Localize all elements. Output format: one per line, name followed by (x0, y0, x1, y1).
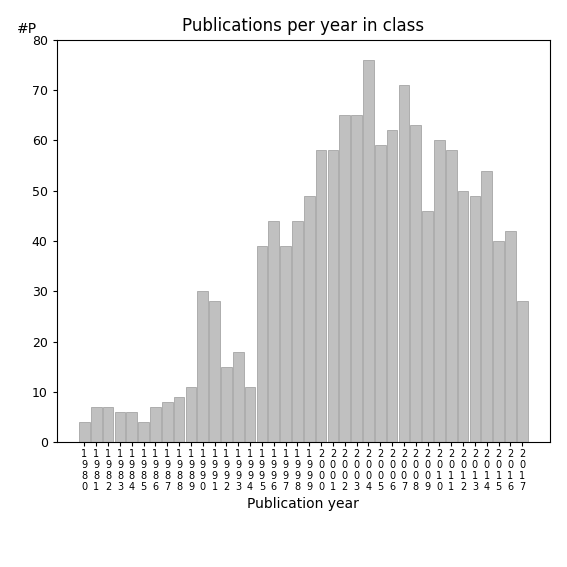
Bar (493, 241, 504, 442)
Bar (387, 130, 397, 442)
Bar (340, 115, 350, 442)
Bar (399, 85, 409, 442)
Bar (138, 422, 149, 442)
Bar (150, 407, 161, 442)
Bar (517, 302, 527, 442)
Bar (446, 150, 456, 442)
X-axis label: Publication year: Publication year (247, 497, 359, 511)
Bar (469, 196, 480, 442)
Bar (434, 141, 445, 442)
Bar (422, 211, 433, 442)
Bar (257, 246, 267, 442)
Bar (352, 115, 362, 442)
Bar (458, 191, 468, 442)
Bar (233, 352, 244, 442)
Bar (91, 407, 101, 442)
Bar (304, 196, 315, 442)
Bar (162, 402, 172, 442)
Bar (280, 246, 291, 442)
Bar (126, 412, 137, 442)
Bar (197, 291, 208, 442)
Bar (363, 60, 374, 442)
Bar (316, 150, 327, 442)
Bar (115, 412, 125, 442)
Bar (411, 125, 421, 442)
Text: #P: #P (17, 22, 37, 36)
Bar (209, 302, 220, 442)
Bar (185, 387, 196, 442)
Bar (103, 407, 113, 442)
Bar (268, 221, 279, 442)
Title: Publications per year in class: Publications per year in class (182, 18, 425, 35)
Bar (221, 367, 232, 442)
Bar (505, 231, 516, 442)
Bar (292, 221, 303, 442)
Bar (245, 387, 255, 442)
Bar (328, 150, 338, 442)
Bar (174, 397, 184, 442)
Bar (375, 145, 386, 442)
Bar (79, 422, 90, 442)
Bar (481, 171, 492, 442)
